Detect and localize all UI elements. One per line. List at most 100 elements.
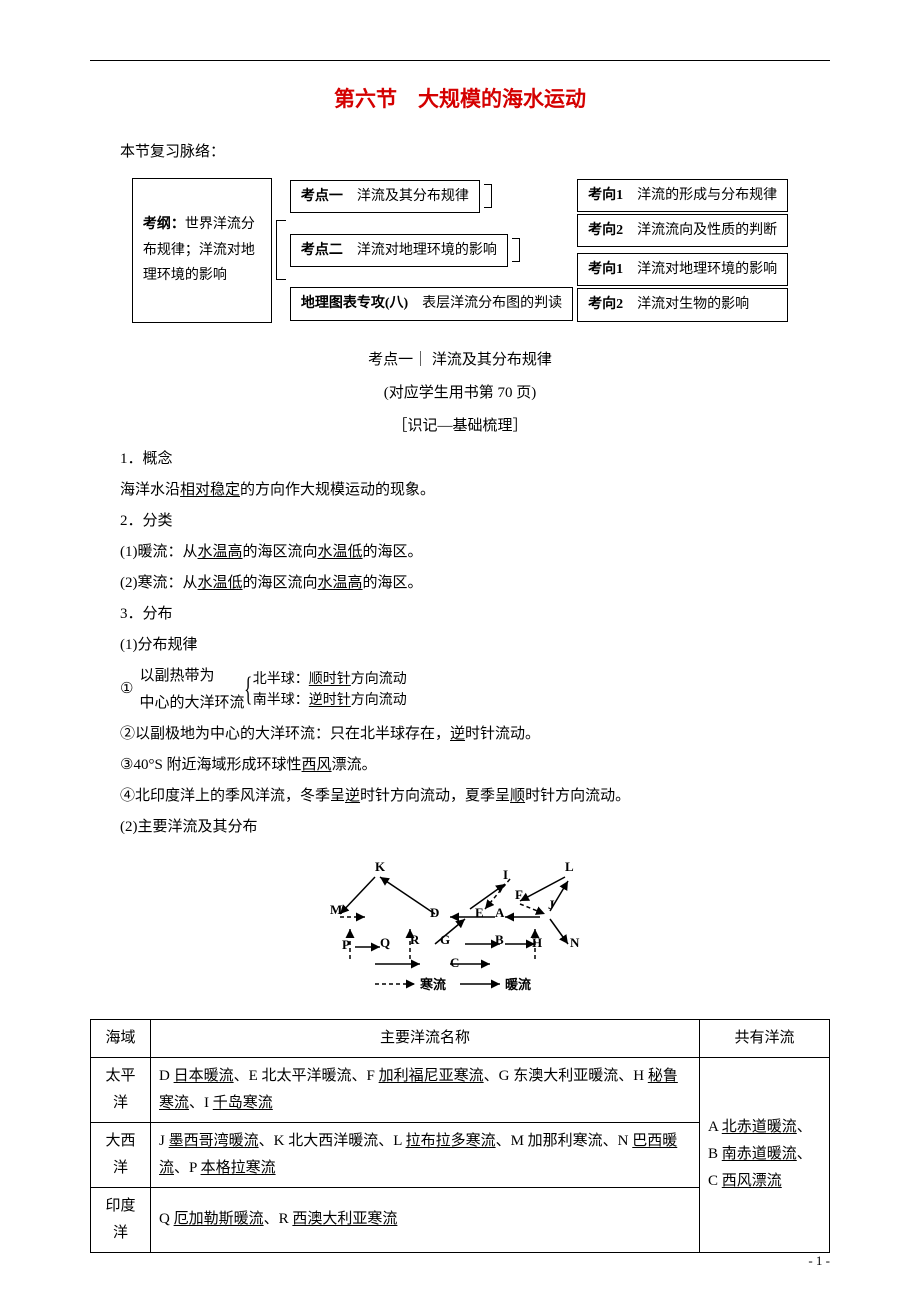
map-node-label: J: [548, 897, 555, 912]
r2a-label: 考向1: [588, 262, 623, 277]
h2-2-post: 的海区。: [363, 575, 423, 591]
right-box-1b: 考向2 洋流流向及性质的判断: [577, 214, 788, 247]
section-line1: 考点一｜ 洋流及其分布规律: [90, 347, 830, 374]
brace-num: ①: [120, 676, 133, 703]
r1a-text: 洋流的形成与分布规律: [637, 188, 777, 203]
ocean-current-map: 寒流 暖流 KILMDEAFJPQRGBHNC: [90, 859, 830, 1009]
diagram-mid-box-3: 地理图表专攻(八) 表层洋流分布图的判读: [290, 287, 573, 320]
diagram-mid-box-2: 考点二 洋流对地理环境的影响: [290, 234, 508, 267]
map-node-label: D: [430, 905, 439, 920]
r2b-text: 洋流对生物的影响: [637, 297, 749, 312]
right-group-2: 考向1 洋流对地理环境的影响 考向2 洋流对生物的影响: [577, 252, 788, 322]
map-node-label: G: [440, 932, 450, 947]
h3-1: (1)分布规律: [90, 632, 830, 659]
cell-sea: 大西洋: [91, 1122, 151, 1187]
right-box-1a: 考向1 洋流的形成与分布规律: [577, 179, 788, 212]
table-row: 太平洋D 日本暖流、E 北太平洋暖流、F 加利福尼亚寒流、G 东澳大利亚暖流、H…: [91, 1057, 830, 1122]
review-diagram: 考纲：世界洋流分布规律；洋流对地理环境的影响 考点一 洋流及其分布规律 考点二 …: [90, 178, 830, 323]
section-line3: ［识记—基础梳理］: [90, 413, 830, 440]
h1-body: 海洋水沿相对稳定的方向作大规模运动的现象。: [90, 477, 830, 504]
h1-num: 1．概念: [90, 446, 830, 473]
c4-u2: 顺: [510, 788, 525, 804]
section-line2: (对应学生用书第 70 页): [90, 380, 830, 407]
c2-u: 逆: [450, 726, 465, 742]
c2-pre: ②以副极地为中心的大洋环流：只在北半球存在，: [120, 726, 450, 742]
c4-post: 时针方向流动。: [525, 788, 630, 804]
diagram-mid-box-1: 考点一 洋流及其分布规律: [290, 180, 480, 213]
page-title: 第六节 大规模的海水运动: [90, 81, 830, 119]
h3-num: 3．分布: [90, 601, 830, 628]
h2-1-pre: (1)暖流：从: [120, 544, 198, 560]
c4-pre: ④北印度洋上的季风洋流，冬季呈: [120, 788, 345, 804]
map-node-label: M: [330, 902, 342, 917]
map-node-label: P: [342, 937, 350, 952]
map-node-label: R: [410, 932, 420, 947]
brace-r2: 南半球：逆时针方向流动: [253, 690, 407, 711]
h1-pre: 海洋水沿: [120, 482, 180, 498]
h2-1-mid: 的海区流向: [243, 544, 318, 560]
c3-u: 西风: [302, 757, 332, 773]
legend-cold: 寒流: [419, 977, 446, 992]
map-node-label: H: [532, 935, 542, 950]
brace-right: 北半球：顺时针方向流动 南半球：逆时针方向流动: [253, 669, 407, 711]
h2-1-post: 的海区。: [363, 544, 423, 560]
cell-sea: 太平洋: [91, 1057, 151, 1122]
mid2-text: 洋流对地理环境的影响: [357, 238, 497, 263]
h2-2-u1: 水温低: [198, 575, 243, 591]
mid3-label: 地理图表专攻(八): [301, 291, 408, 316]
h2-2-mid: 的海区流向: [243, 575, 318, 591]
cell-share: A 北赤道暖流、B 南赤道暖流、C 西风漂流: [700, 1057, 830, 1252]
map-node-label: Q: [380, 935, 390, 950]
h1-u: 相对稳定: [180, 482, 240, 498]
map-node-label: B: [495, 932, 504, 947]
cell-names: J 墨西哥湾暖流、K 北大西洋暖流、L 拉布拉多寒流、M 加那利寒流、N 巴西暖…: [151, 1122, 700, 1187]
h2-1-u1: 水温高: [198, 544, 243, 560]
page-number: - 1 -: [808, 1249, 830, 1272]
diagram-left-label: 考纲：: [143, 217, 185, 232]
brace-block: ① 以副热带为 中心的大洋环流 { 北半球：顺时针方向流动 南半球：逆时针方向流…: [120, 663, 830, 717]
c2-post: 时针流动。: [465, 726, 540, 742]
map-node-label: A: [495, 905, 505, 920]
h2-2: (2)寒流：从水温低的海区流向水温高的海区。: [90, 570, 830, 597]
br1-post: 方向流动: [351, 672, 407, 687]
mid2-label: 考点二: [301, 238, 343, 263]
th-sea: 海域: [91, 1019, 151, 1057]
r1b-text: 洋流流向及性质的判断: [637, 223, 777, 238]
r1a-label: 考向1: [588, 188, 623, 203]
map-node-label: F: [515, 887, 523, 902]
r1b-label: 考向2: [588, 223, 623, 238]
h2-1: (1)暖流：从水温高的海区流向水温低的海区。: [90, 539, 830, 566]
c4-mid: 时针方向流动，夏季呈: [360, 788, 510, 804]
map-node-label: K: [375, 859, 386, 874]
top-rule: [90, 60, 830, 61]
c4: ④北印度洋上的季风洋流，冬季呈逆时针方向流动，夏季呈顺时针方向流动。: [90, 783, 830, 810]
map-node-label: I: [503, 867, 508, 882]
cell-names: D 日本暖流、E 北太平洋暖流、F 加利福尼亚寒流、G 东澳大利亚暖流、H 秘鲁…: [151, 1057, 700, 1122]
c3: ③40°S 附近海域形成环球性西风漂流。: [90, 752, 830, 779]
h2-num: 2．分类: [90, 508, 830, 535]
brace-symbol-icon: {: [245, 673, 253, 707]
map-node-label: C: [450, 955, 459, 970]
br1-u: 顺时针: [309, 672, 351, 687]
th-share: 共有洋流: [700, 1019, 830, 1057]
diagram-middle-column: 考点一 洋流及其分布规律 考点二 洋流对地理环境的影响 地理图表专攻(八) 表层…: [290, 178, 573, 323]
brace-left-l2: 中心的大洋环流: [139, 690, 244, 717]
c2: ②以副极地为中心的大洋环流：只在北半球存在，逆时针流动。: [90, 721, 830, 748]
brace-left: 以副热带为 中心的大洋环流: [139, 663, 244, 717]
br2-u: 逆时针: [309, 693, 351, 708]
br2-pre: 南半球：: [253, 693, 309, 708]
subintro: 本节复习脉络：: [90, 139, 830, 166]
cell-names: Q 厄加勒斯暖流、R 西澳大利亚寒流: [151, 1187, 700, 1252]
c3-post: 漂流。: [332, 757, 377, 773]
h2-2-u2: 水温高: [318, 575, 363, 591]
table-header-row: 海域 主要洋流名称 共有洋流: [91, 1019, 830, 1057]
h2-1-u2: 水温低: [318, 544, 363, 560]
diagram-right-column: 考向1 洋流的形成与分布规律 考向2 洋流流向及性质的判断 考向1 洋流对地理环…: [577, 178, 788, 323]
h1-post: 的方向作大规模运动的现象。: [240, 482, 435, 498]
right-box-2b: 考向2 洋流对生物的影响: [577, 288, 788, 321]
right-group-1: 考向1 洋流的形成与分布规律 考向2 洋流流向及性质的判断: [577, 178, 788, 248]
brace-r1: 北半球：顺时针方向流动: [253, 669, 407, 690]
map-svg-icon: 寒流 暖流 KILMDEAFJPQRGBHNC: [320, 859, 600, 999]
right-box-2a: 考向1 洋流对地理环境的影响: [577, 253, 788, 286]
brace-left-l1: 以副热带为: [139, 663, 244, 690]
